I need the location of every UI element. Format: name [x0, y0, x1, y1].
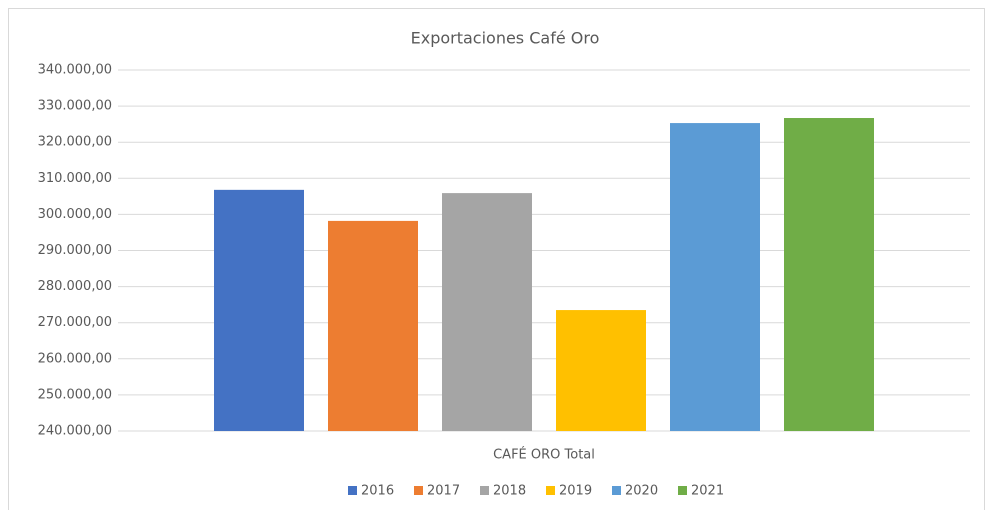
- y-tick-label: 240.000,00: [38, 424, 112, 439]
- bar: [442, 193, 532, 431]
- chart-title: Exportaciones Café Oro: [411, 29, 600, 48]
- bar: [328, 220, 418, 431]
- legend-label: 2019: [559, 484, 592, 499]
- legend-swatch: [480, 486, 489, 495]
- y-tick-label: 300.000,00: [38, 207, 112, 222]
- y-tick-label: 270.000,00: [38, 315, 112, 330]
- legend-swatch: [546, 486, 555, 495]
- legend-label: 2017: [427, 484, 460, 499]
- bar: [556, 310, 646, 431]
- y-tick-label: 340.000,00: [38, 63, 112, 78]
- y-tick-label: 330.000,00: [38, 99, 112, 114]
- y-tick-label: 250.000,00: [38, 387, 112, 402]
- bar: [784, 118, 874, 431]
- legend-swatch: [348, 486, 357, 495]
- legend-label: 2018: [493, 484, 526, 499]
- y-tick-label: 260.000,00: [38, 351, 112, 366]
- y-tick-label: 310.000,00: [38, 171, 112, 186]
- legend-label: 2020: [625, 484, 658, 499]
- legend-label: 2021: [691, 484, 724, 499]
- legend-label: 2016: [361, 484, 394, 499]
- legend-swatch: [612, 486, 621, 495]
- legend-swatch: [414, 486, 423, 495]
- bar: [214, 189, 304, 431]
- y-tick-label: 280.000,00: [38, 279, 112, 294]
- x-tick-label: CAFÉ ORO Total: [493, 447, 595, 463]
- bar: [670, 123, 760, 431]
- y-tick-label: 290.000,00: [38, 243, 112, 258]
- y-tick-label: 320.000,00: [38, 135, 112, 150]
- legend-swatch: [678, 486, 687, 495]
